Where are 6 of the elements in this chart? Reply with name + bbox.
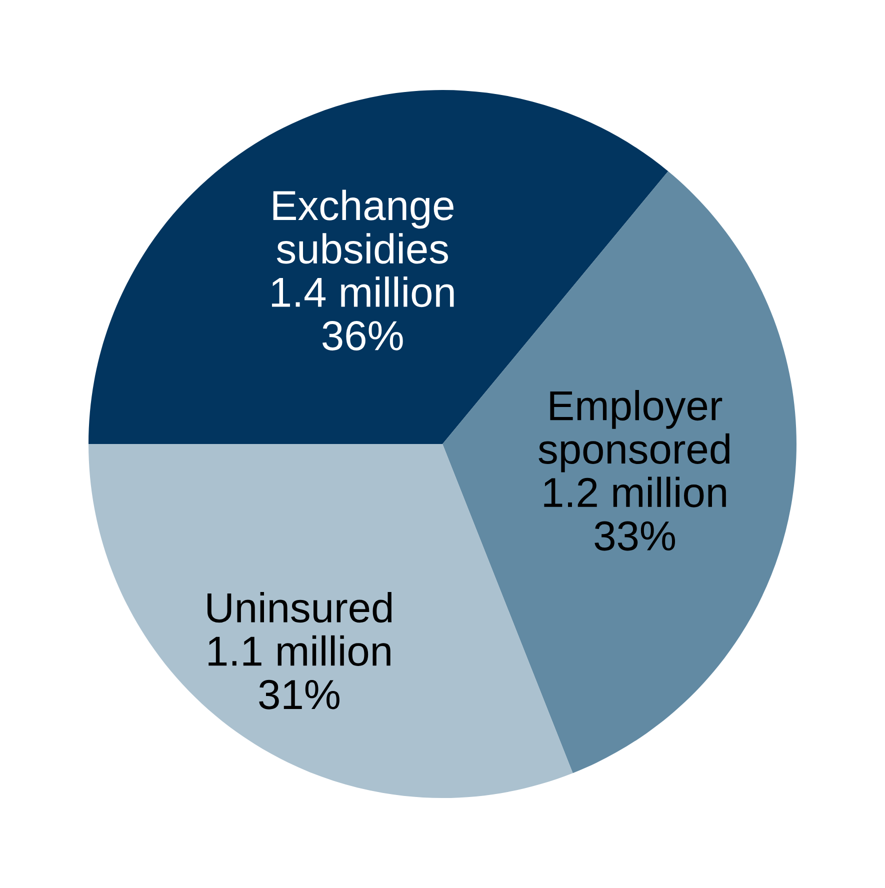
slice-label: Exchange subsidies [273, 190, 454, 264]
data-label: 1.1 million 31% [208, 635, 390, 710]
data-label: 1.4 million 36% [272, 276, 454, 350]
data-label: 1.2 million 33% [544, 476, 726, 551]
slice-label: Uninsured [208, 592, 392, 623]
slice-label: Employer sponsored [538, 390, 730, 472]
